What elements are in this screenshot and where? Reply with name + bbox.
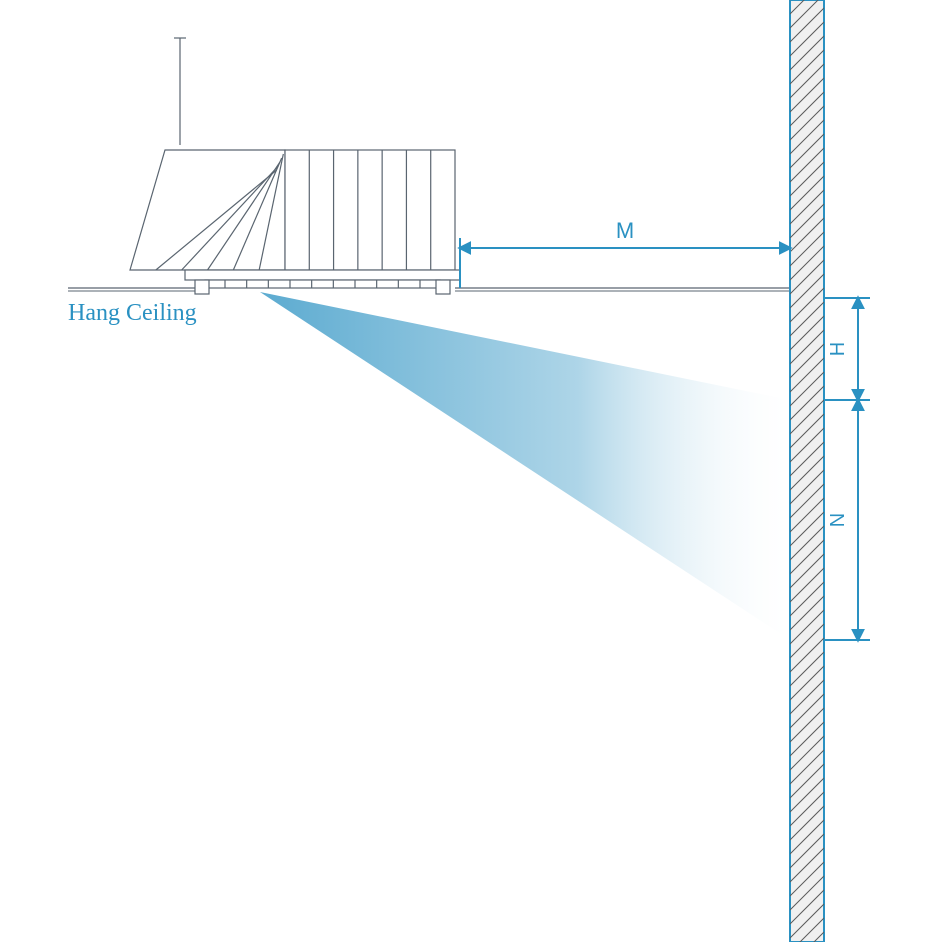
dimension-h-label: H xyxy=(827,342,849,356)
light-beam xyxy=(260,292,790,640)
hang-ceiling-label: Hang Ceiling xyxy=(68,300,197,326)
fixture xyxy=(130,38,460,294)
dimension-n-label: N xyxy=(827,513,849,527)
dimension-m-label: M xyxy=(616,218,634,243)
wall xyxy=(790,0,824,942)
dimension-m xyxy=(460,238,790,288)
